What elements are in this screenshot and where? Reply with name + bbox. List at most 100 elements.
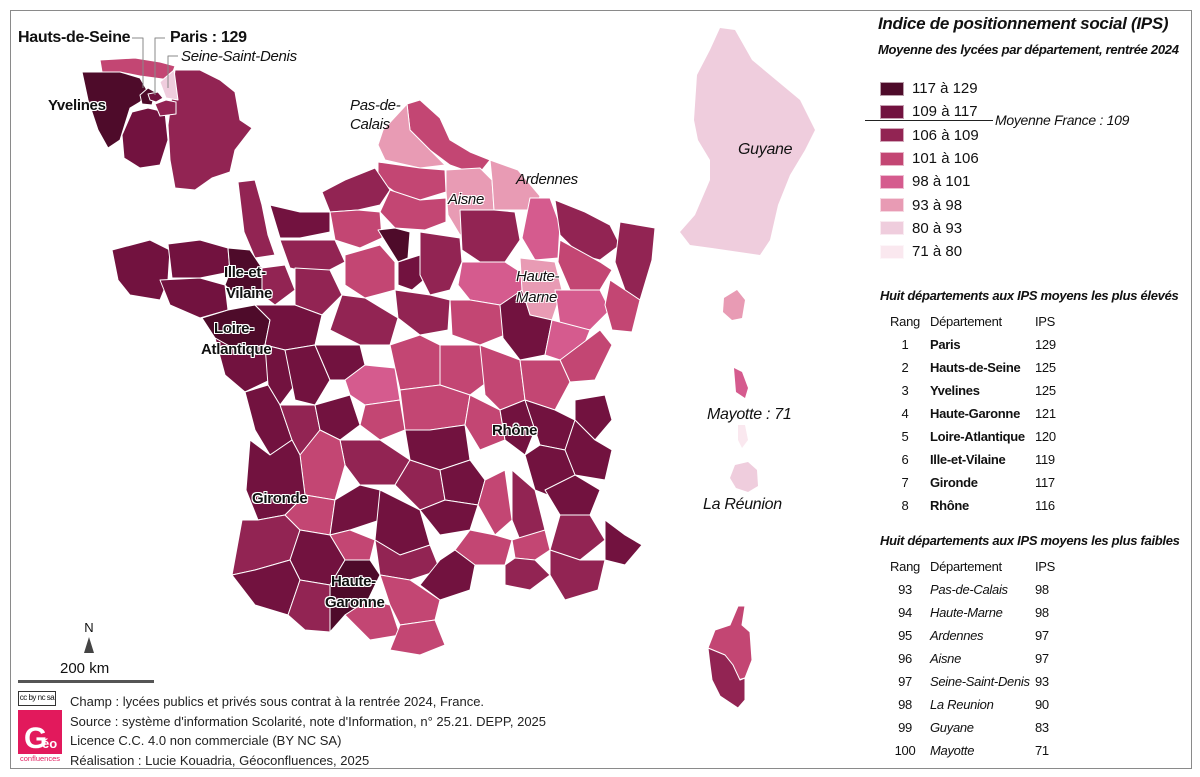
dept-jura: [519, 359, 571, 411]
ips: 98: [1035, 582, 1049, 597]
table-row: 3 Yvelines 125: [880, 379, 1075, 402]
table-row: 7 Gironde 117: [880, 471, 1075, 494]
dept-val-de-marne[interactable]: [154, 99, 177, 117]
table-row: 100 Mayotte 71: [880, 739, 1075, 762]
label-haute-marne-1: Haute-: [516, 268, 560, 285]
dept-moselle: [554, 199, 621, 261]
dept-guadeloupe: [723, 290, 745, 320]
legend-class-label: 98 à 101: [912, 173, 971, 191]
credits-license: Licence C.C. 4.0 non commerciale (BY NC …: [70, 733, 342, 748]
label-hauts-de-seine: Hauts-de-Seine: [18, 29, 131, 46]
dept-cotes-darmor: [167, 239, 231, 279]
legend-class: 98 à 101: [880, 170, 979, 193]
rank: 2: [901, 360, 909, 375]
dept: La Reunion: [930, 697, 994, 712]
dept-finistere: [111, 239, 171, 301]
dept-meuse: [521, 197, 561, 261]
dept-loiret: [394, 289, 451, 336]
dept-yvelines[interactable]: [81, 71, 149, 149]
label-ille-et-vilaine-2: Vilaine: [226, 285, 272, 302]
rank: 3: [901, 383, 909, 398]
dept-creuse: [359, 399, 406, 441]
label-paris: Paris : 129: [170, 29, 247, 46]
dept-seine-et-marne[interactable]: [167, 69, 253, 191]
dept-seine-maritime: [321, 167, 391, 213]
label-la-reunion: La Réunion: [703, 496, 782, 513]
dept-calvados: [269, 204, 331, 239]
dept-haut-rhin: [604, 279, 641, 333]
label-guyane: Guyane: [738, 141, 793, 158]
legend-swatch: [880, 198, 904, 213]
dept: Haute-Marne: [930, 605, 1003, 620]
table-row: 94 Haute-Marne 98: [880, 601, 1075, 624]
dept-orne: [279, 239, 346, 276]
label-loire-atlantique-1: Loire-: [214, 320, 254, 337]
cc-license-icon: cc by nc sa: [18, 691, 56, 706]
dept-ille-et-vilaine: [224, 247, 263, 301]
ips: 119: [1035, 452, 1055, 467]
dept-pyrenees-orientales: [389, 619, 446, 656]
dept-seine-saint-denis[interactable]: [159, 69, 179, 101]
dept-nievre: [439, 344, 491, 396]
idf-inset: [81, 57, 253, 191]
dept-essonne[interactable]: [121, 107, 169, 169]
logo-letter: G: [24, 722, 48, 755]
rank: 95: [898, 628, 912, 643]
table-row: 5 Loire-Atlantique 120: [880, 425, 1075, 448]
label-rhone: Rhône: [492, 422, 538, 439]
header-rank: Rang: [890, 559, 920, 574]
rank: 7: [901, 475, 909, 490]
ips: 125: [1035, 383, 1056, 398]
label-ille-et-vilaine-1: Ille-et-: [224, 264, 266, 281]
ips: 129: [1035, 337, 1056, 352]
legend-class-label: 117 à 129: [912, 80, 978, 98]
dept-val-doise-main: [377, 227, 411, 263]
rank: 93: [898, 582, 912, 597]
dept-ariege: [344, 599, 401, 641]
rank: 6: [901, 452, 909, 467]
legend-class: 93 à 98: [880, 193, 979, 216]
dept-alpes-hp: [549, 514, 606, 561]
label-yvelines: Yvelines: [48, 97, 106, 114]
dept: Yvelines: [930, 383, 980, 398]
legend-class-label: 71 à 80: [912, 243, 963, 261]
table-row: 98 La Reunion 90: [880, 693, 1075, 716]
legend-class-label: 80 à 93: [912, 219, 963, 237]
ips: 98: [1035, 605, 1049, 620]
dept-lozere: [419, 499, 479, 536]
dept-manche: [237, 179, 276, 259]
rank: 96: [898, 651, 912, 666]
scale-label: 200 km: [60, 660, 110, 677]
label-gironde: Gironde: [252, 490, 308, 507]
dept-pas-de-calais: [377, 103, 446, 169]
dept-paris[interactable]: [147, 91, 164, 103]
dept: Ardennes: [930, 628, 984, 643]
legend-swatch: [880, 151, 904, 166]
dept: Ille-et-Vilaine: [930, 452, 1006, 467]
dept-vaucluse: [511, 529, 551, 561]
dept-eure: [329, 209, 383, 249]
legend: Indice de positionnement social (IPS) Mo…: [878, 14, 1188, 57]
dept: Seine-Saint-Denis: [930, 674, 1030, 689]
ips: 125: [1035, 360, 1056, 375]
dept-hautes-alpes: [544, 474, 601, 516]
top-table: Rang Département IPS 1 Paris 129 2 Hauts-de-S…: [880, 310, 1075, 517]
table-row: 95 Ardennes 97: [880, 624, 1075, 647]
label-haute-garonne-1: Haute-: [331, 573, 376, 590]
legend-class-label: 101 à 106: [912, 150, 979, 168]
ips: 71: [1035, 743, 1049, 758]
legend-swatch: [880, 128, 904, 143]
label-loire-atlantique-2: Atlantique: [201, 341, 272, 358]
legend-class-label: 109 à 117: [912, 103, 978, 121]
logo-text: confluences: [17, 754, 63, 763]
dept-alpes-maritimes: [604, 519, 643, 566]
dept-loir-et-cher: [329, 294, 399, 346]
dept-ardeche: [477, 469, 513, 536]
ips: 93: [1035, 674, 1049, 689]
dept-guyane: [680, 28, 815, 255]
legend-class: 71 à 80: [880, 240, 979, 263]
credits: Champ : lycées publics et privés sous co…: [70, 692, 546, 770]
dept-herault: [419, 549, 476, 601]
rank: 97: [898, 674, 912, 689]
